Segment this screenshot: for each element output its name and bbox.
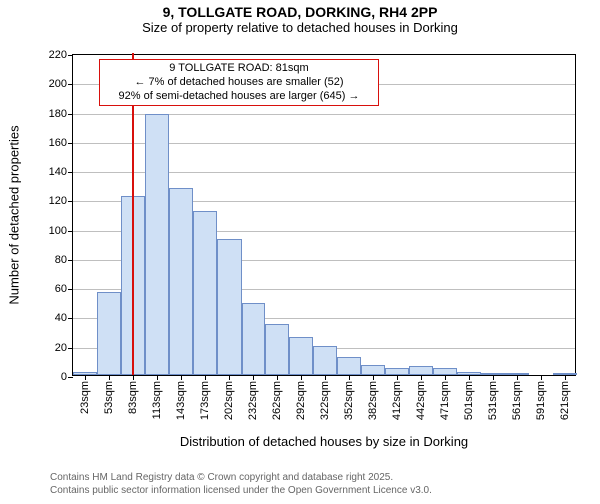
xtick-mark <box>397 375 398 380</box>
annotation-line: ← 7% of detached houses are smaller (52) <box>104 76 374 90</box>
xtick-label: 621sqm <box>559 381 571 420</box>
xtick-mark <box>541 375 542 380</box>
xtick-label: 591sqm <box>535 381 547 420</box>
xtick-mark <box>205 375 206 380</box>
ytick-label: 100 <box>49 225 73 237</box>
footer-attribution: Contains HM Land Registry data © Crown c… <box>50 472 432 497</box>
histogram-bar <box>97 292 121 375</box>
xtick-mark <box>493 375 494 380</box>
ytick-label: 0 <box>61 371 73 383</box>
chart-title: 9, TOLLGATE ROAD, DORKING, RH4 2PP <box>0 4 600 20</box>
xtick-label: 471sqm <box>439 381 451 420</box>
xtick-mark <box>325 375 326 380</box>
x-axis-label: Distribution of detached houses by size … <box>72 434 576 449</box>
annotation-line: 92% of semi-detached houses are larger (… <box>104 90 374 104</box>
histogram-bar <box>242 303 265 375</box>
y-axis-label: Number of detached properties <box>7 125 22 304</box>
xtick-label: 442sqm <box>415 381 427 420</box>
xtick-label: 292sqm <box>295 381 307 420</box>
ytick-label: 40 <box>55 312 73 324</box>
xtick-mark <box>85 375 86 380</box>
ytick-label: 180 <box>49 108 73 120</box>
histogram-bar <box>217 239 241 375</box>
xtick-label: 202sqm <box>223 381 235 420</box>
xtick-mark <box>229 375 230 380</box>
ytick-label: 60 <box>55 283 73 295</box>
footer-line1: Contains HM Land Registry data © Crown c… <box>50 472 432 485</box>
xtick-label: 262sqm <box>271 381 283 420</box>
histogram-bar <box>289 337 313 375</box>
xtick-mark <box>421 375 422 380</box>
footer-line2: Contains public sector information licen… <box>50 485 432 498</box>
xtick-mark <box>157 375 158 380</box>
xtick-label: 501sqm <box>463 381 475 420</box>
annotation-line: 9 TOLLGATE ROAD: 81sqm <box>104 62 374 76</box>
xtick-mark <box>253 375 254 380</box>
histogram-bar <box>433 368 457 375</box>
ytick-label: 200 <box>49 78 73 90</box>
ytick-label: 140 <box>49 166 73 178</box>
ytick-label: 80 <box>55 254 73 266</box>
xtick-mark <box>445 375 446 380</box>
xtick-label: 531sqm <box>487 381 499 420</box>
xtick-mark <box>301 375 302 380</box>
xtick-mark <box>373 375 374 380</box>
xtick-mark <box>277 375 278 380</box>
histogram-bar <box>337 357 361 375</box>
histogram-bar <box>313 346 337 375</box>
xtick-label: 412sqm <box>391 381 403 420</box>
xtick-mark <box>349 375 350 380</box>
xtick-mark <box>517 375 518 380</box>
ytick-label: 160 <box>49 137 73 149</box>
plot-area: 02040608010012014016018020022023sqm53sqm… <box>72 54 576 376</box>
xtick-label: 53sqm <box>103 381 115 414</box>
histogram-bar <box>361 365 385 375</box>
xtick-mark <box>469 375 470 380</box>
ytick-label: 120 <box>49 195 73 207</box>
xtick-label: 23sqm <box>79 381 91 414</box>
xtick-mark <box>133 375 134 380</box>
xtick-label: 173sqm <box>199 381 211 420</box>
histogram-bar <box>265 324 289 375</box>
histogram-bar <box>169 188 193 375</box>
xtick-label: 382sqm <box>367 381 379 420</box>
histogram-bar <box>145 114 169 375</box>
histogram-bar <box>385 368 409 375</box>
chart-subtitle: Size of property relative to detached ho… <box>0 20 600 35</box>
xtick-label: 83sqm <box>127 381 139 414</box>
xtick-mark <box>109 375 110 380</box>
ytick-label: 20 <box>55 342 73 354</box>
xtick-label: 143sqm <box>175 381 187 420</box>
xtick-mark <box>181 375 182 380</box>
histogram-bar <box>409 366 433 375</box>
xtick-label: 352sqm <box>343 381 355 420</box>
xtick-label: 113sqm <box>151 381 163 419</box>
xtick-mark <box>565 375 566 380</box>
histogram-bar <box>193 211 217 375</box>
xtick-label: 232sqm <box>247 381 259 420</box>
annotation-box: 9 TOLLGATE ROAD: 81sqm← 7% of detached h… <box>99 59 379 106</box>
xtick-label: 322sqm <box>319 381 331 420</box>
xtick-label: 561sqm <box>511 381 523 420</box>
ytick-label: 220 <box>49 49 73 61</box>
